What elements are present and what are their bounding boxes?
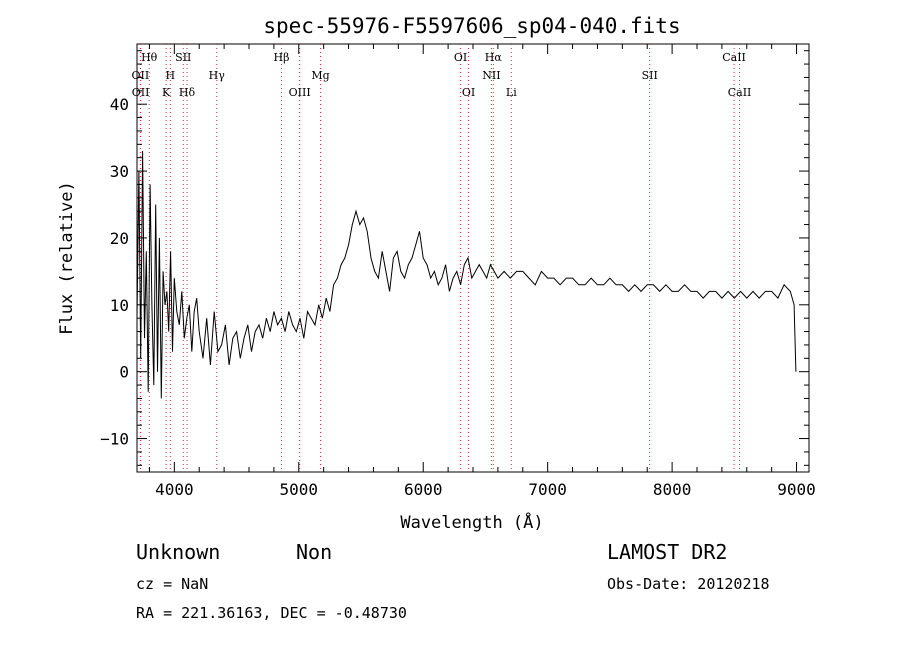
axis-ticks <box>137 44 809 472</box>
x-tick-label-0: 4000 <box>155 480 194 499</box>
survey-name: LAMOST DR2 <box>607 540 728 564</box>
y-axis-label: Flux (relative) <box>57 181 77 335</box>
line-label-13: NII <box>482 69 500 82</box>
line-label-16: SII <box>642 69 658 82</box>
y-tick-label-5: 40 <box>110 95 129 114</box>
line-label-17: CaII <box>722 51 746 64</box>
y-tick-label-3: 20 <box>110 229 129 248</box>
line-label-3: SII <box>175 51 191 64</box>
line-label-10: OIII <box>289 86 311 99</box>
line-label-6: Hδ <box>179 86 196 99</box>
object-subclass: Non <box>296 540 333 564</box>
line-label-12: Hα <box>485 51 503 64</box>
line-label-0: Hθ <box>141 51 158 64</box>
y-tick-label-1: 0 <box>119 363 129 382</box>
line-label-2: OII <box>132 86 150 99</box>
x-tick-label-1: 5000 <box>280 480 319 499</box>
chart-title: spec-55976-F5597606_sp04-040.fits <box>263 14 680 38</box>
x-axis-label: Wavelength (Å) <box>400 511 543 533</box>
plot-frame <box>136 43 810 473</box>
line-label-14: OI <box>462 86 475 99</box>
x-tick-label-2: 6000 <box>404 480 443 499</box>
line-label-7: Hγ <box>209 69 226 82</box>
y-tick-label-2: 10 <box>110 296 129 315</box>
y-tick-label-0: −10 <box>100 430 129 449</box>
line-label-4: H <box>166 69 176 82</box>
x-tick-label-5: 9000 <box>777 480 816 499</box>
object-class: Unknown <box>136 540 221 564</box>
line-label-9: Mg <box>311 69 329 82</box>
ra-dec: RA = 221.36163, DEC = -0.48730 <box>136 604 407 622</box>
line-label-1: OII <box>132 69 150 82</box>
line-label-5: K <box>162 86 171 99</box>
x-tick-label-4: 8000 <box>653 480 692 499</box>
line-label-15: Li <box>506 86 517 99</box>
axis-tick-labels: 4000 5000 6000 7000 8000 9000 −10 0 10 20 30 40 <box>100 95 816 499</box>
y-tick-label-4: 30 <box>110 162 129 181</box>
line-label-11: OI <box>454 51 467 64</box>
spectrum-line <box>136 150 797 399</box>
x-tick-label-3: 7000 <box>528 480 567 499</box>
spectrum-chart: spec-55976-F5597606_sp04-040.fits Hθ OII O… <box>57 14 816 533</box>
observation-date: Obs-Date: 20120218 <box>607 575 770 593</box>
redshift-cz: cz = NaN <box>136 575 209 593</box>
line-label-18: CaII <box>728 86 752 99</box>
line-label-8: Hβ <box>274 51 290 64</box>
emission-line-markers <box>139 44 741 472</box>
